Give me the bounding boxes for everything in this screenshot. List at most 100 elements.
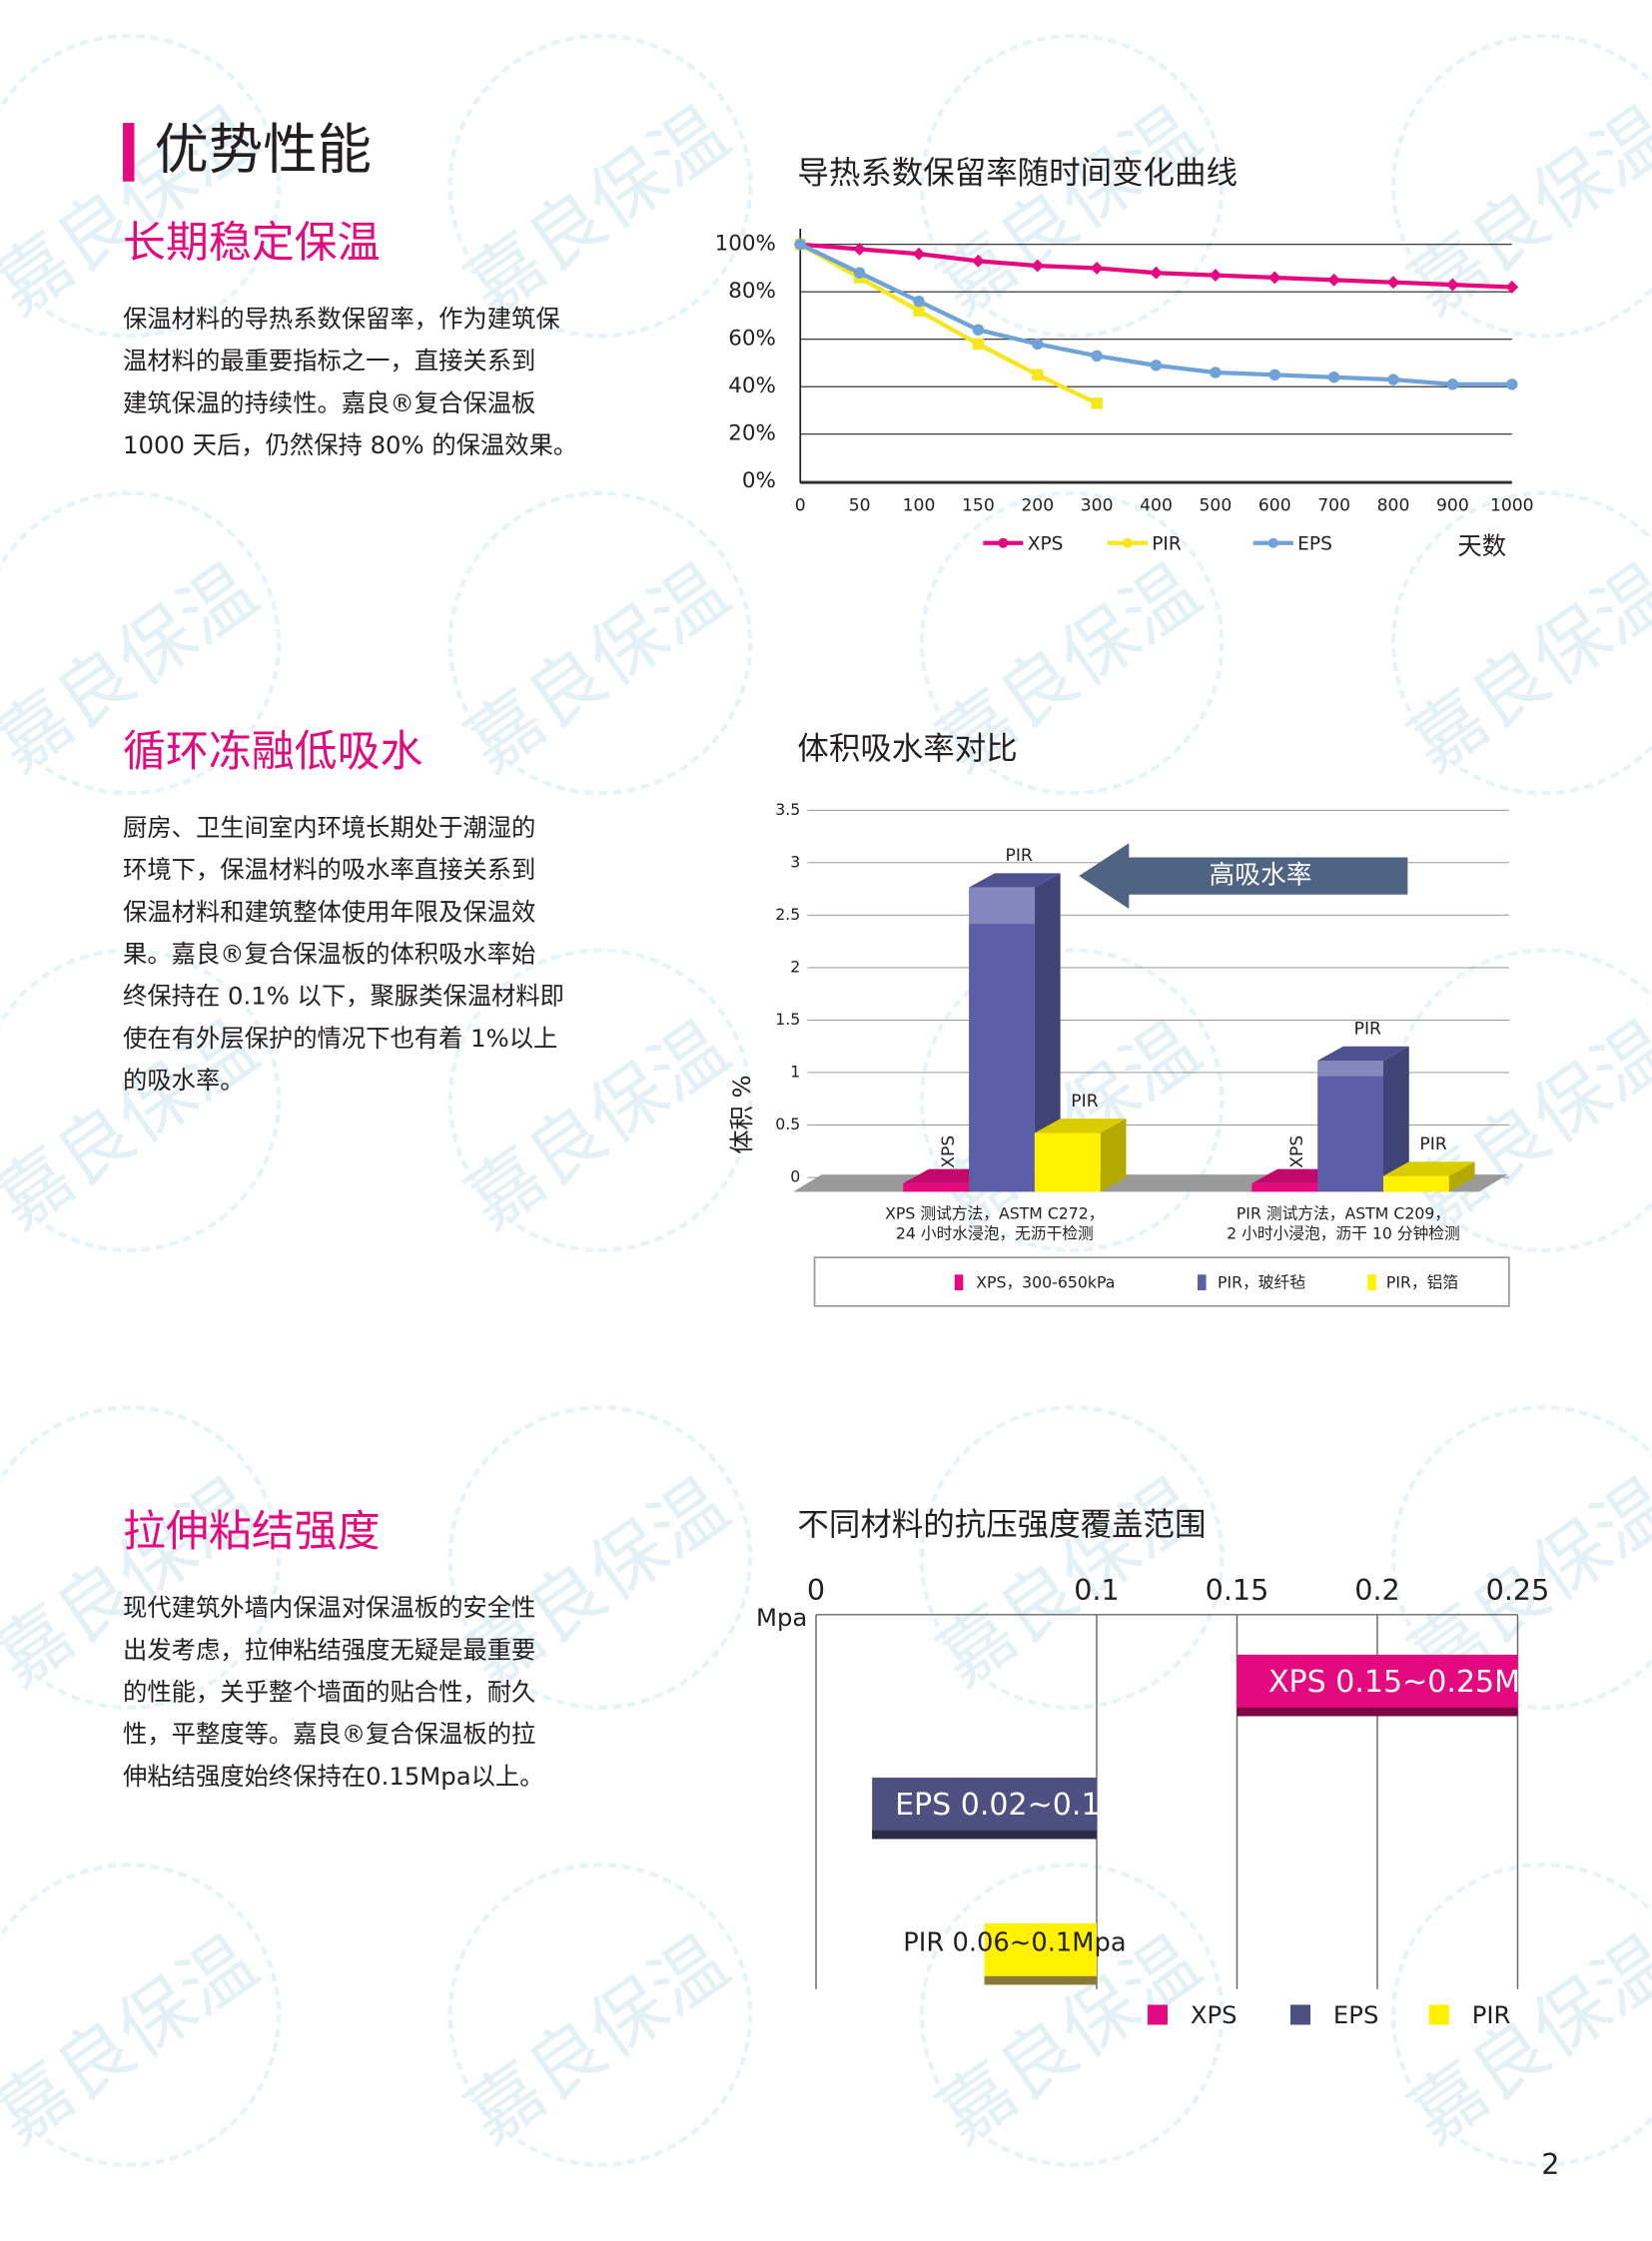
watermark: 嘉良保温 xyxy=(450,90,744,332)
legend-label: PIR，玻纤毡 xyxy=(1218,1272,1305,1291)
bar-side xyxy=(1448,1161,1475,1192)
section-text: 环境下，保温材料的吸水率直接关系到 xyxy=(123,855,535,884)
legend-label: PIR xyxy=(1152,534,1182,555)
category-label: 2 小时小浸泡，沥干 10 分钟检测 xyxy=(1227,1224,1460,1243)
legend-swatch xyxy=(1428,2004,1449,2025)
bar-top xyxy=(1383,1161,1475,1176)
legend-swatch xyxy=(1147,2004,1168,2025)
watermark: 嘉良保温 xyxy=(922,90,1216,332)
watermark-ring xyxy=(0,490,282,796)
marker xyxy=(1091,397,1103,409)
watermark: 嘉良保温 xyxy=(1394,546,1652,788)
watermark-ring xyxy=(447,1405,753,1710)
y-tick-label: 40% xyxy=(728,374,776,398)
y-tick-label: 100% xyxy=(715,232,776,257)
marker xyxy=(1267,271,1281,285)
y-tick-label: 3.5 xyxy=(775,800,800,819)
range-bar xyxy=(1237,1654,1518,1717)
marker xyxy=(1327,273,1341,287)
section-text: 终保持在 0.1% 以下，聚脲类保温材料即 xyxy=(123,982,564,1011)
legend-swatch xyxy=(1290,2004,1311,2025)
y-tick-label: 60% xyxy=(728,327,776,352)
marker xyxy=(1506,378,1518,390)
bar xyxy=(1383,1175,1449,1192)
marker xyxy=(1268,369,1280,381)
watermark: 嘉良保温 xyxy=(922,1461,1216,1703)
range-bar-shadow xyxy=(984,1975,1097,1985)
bar-label: PIR xyxy=(1419,1134,1446,1154)
range-label: PIR 0.06~0.1Mpa xyxy=(903,1927,1126,1957)
marker xyxy=(1210,367,1222,378)
watermark-ring xyxy=(447,490,753,796)
marker xyxy=(1031,259,1045,273)
section-text: 厨房、卫生间室内环境长期处于潮湿的 xyxy=(123,813,535,842)
legend-label: PIR，铝箔 xyxy=(1386,1272,1458,1291)
chart-title: 不同材料的抗压强度覆盖范围 xyxy=(797,1507,1206,1543)
category-label: XPS 测试方法，ASTM C272， xyxy=(885,1204,1104,1223)
marker xyxy=(913,305,925,317)
range-bar-shadow xyxy=(872,1830,1097,1840)
x-tick-label: 200 xyxy=(1021,496,1054,516)
section-text: 的吸水率。 xyxy=(123,1066,245,1095)
bar-side xyxy=(1100,1119,1127,1192)
marker xyxy=(972,324,985,336)
legend-marker xyxy=(1267,537,1278,548)
bar-highlight xyxy=(969,887,1035,925)
x-tick-label: 0 xyxy=(807,1573,825,1607)
bar-label: PIR xyxy=(1354,1020,1381,1040)
marker xyxy=(1091,350,1103,363)
section-title: 拉伸粘结强度 xyxy=(123,1507,380,1557)
bar-top xyxy=(1034,1119,1127,1133)
watermark-ring xyxy=(1390,1863,1652,2167)
legend-box xyxy=(813,1256,1510,1307)
y-tick-label: 0 xyxy=(790,1167,800,1186)
y-tick-label: 2 xyxy=(790,957,800,976)
x-tick-label: 0.25 xyxy=(1486,1573,1550,1607)
y-tick-label: 20% xyxy=(728,421,776,446)
x-tick-label: 400 xyxy=(1140,496,1173,516)
annotation-arrow xyxy=(1079,843,1408,910)
watermark: 嘉良保温 xyxy=(450,546,744,788)
watermark-ring xyxy=(919,1863,1225,2167)
x-tick-label: 0.15 xyxy=(1206,1573,1269,1607)
marker xyxy=(912,247,926,261)
x-tick-label: 600 xyxy=(1258,496,1291,516)
marker xyxy=(1150,360,1163,372)
legend-label: PIR xyxy=(1472,2000,1511,2029)
y-tick-label: 1.5 xyxy=(775,1010,800,1029)
x-tick-label: 500 xyxy=(1200,496,1233,516)
bar xyxy=(903,1182,970,1192)
header-bar xyxy=(123,123,135,182)
marker xyxy=(853,267,866,279)
legend-swatch xyxy=(954,1274,964,1291)
x-tick-label: 1000 xyxy=(1490,496,1534,516)
chart-title: 体积吸水率对比 xyxy=(797,731,1017,767)
watermark-ring xyxy=(0,1863,282,2167)
watermark-ring xyxy=(1390,948,1652,1253)
page-title: 优势性能 xyxy=(155,118,372,181)
x-axis-label: 天数 xyxy=(1457,531,1506,560)
x-tick-label: 50 xyxy=(849,496,871,516)
bar-top xyxy=(969,873,1061,888)
section-text: 保温材料和建筑整体使用年限及保温效 xyxy=(123,897,535,926)
watermark-ring xyxy=(919,33,1225,339)
section-text: 保温材料的导热系数保留率，作为建筑保 xyxy=(123,305,560,334)
watermark: 嘉良保温 xyxy=(450,1918,744,2160)
x-tick-label: 300 xyxy=(1081,496,1114,516)
section-text: 果。嘉良®复合保温板的体积吸水率始 xyxy=(123,940,535,969)
range-label: EPS 0.02~0.1Mpa xyxy=(895,1788,1164,1823)
bar xyxy=(1317,1060,1384,1192)
section-title: 长期稳定保温 xyxy=(123,219,380,269)
marker xyxy=(1150,266,1163,280)
watermark-ring xyxy=(1390,33,1652,339)
x-tick-label: 700 xyxy=(1317,496,1350,516)
x-tick-label: 0.2 xyxy=(1354,1573,1400,1607)
marker xyxy=(1032,338,1044,351)
y-tick-label: 1 xyxy=(790,1062,800,1081)
bar-side xyxy=(1383,1046,1409,1192)
x-tick-label: 0 xyxy=(795,496,806,516)
section-text: 伸粘结强度始终保持在0.15Mpa以上。 xyxy=(123,1762,544,1791)
category-label: 24 小时水浸泡，无沥干检测 xyxy=(896,1224,1094,1243)
x-tick-label: 900 xyxy=(1436,496,1469,516)
bar xyxy=(1251,1182,1318,1192)
